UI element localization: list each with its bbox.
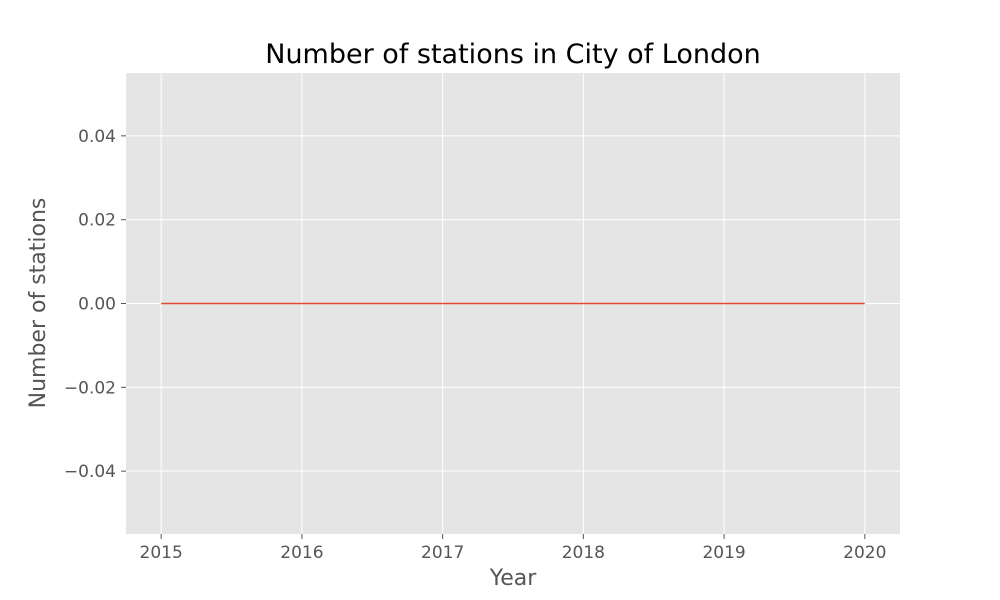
y-tick-label: −0.02 xyxy=(64,378,116,398)
y-axis-label: Number of stations xyxy=(26,198,51,409)
y-tick-label: 0.00 xyxy=(78,295,116,315)
y-axis-ticks: −0.04 −0.02 0.00 0.02 0.04 xyxy=(64,127,126,482)
x-tick-label: 2017 xyxy=(421,543,464,563)
y-tick-label: −0.04 xyxy=(64,462,116,482)
y-tick-label: 0.02 xyxy=(78,211,116,231)
x-tick-label: 2019 xyxy=(702,543,745,563)
x-tick-label: 2015 xyxy=(140,543,183,563)
chart-title: Number of stations in City of London xyxy=(265,39,761,70)
x-tick-label: 2016 xyxy=(280,543,323,563)
x-axis-label: Year xyxy=(489,566,538,591)
x-tick-label: 2020 xyxy=(843,543,886,563)
y-tick-label: 0.04 xyxy=(78,127,116,147)
x-tick-label: 2018 xyxy=(562,543,605,563)
x-axis-ticks: 2015 2016 2017 2018 2019 2020 xyxy=(140,534,886,563)
